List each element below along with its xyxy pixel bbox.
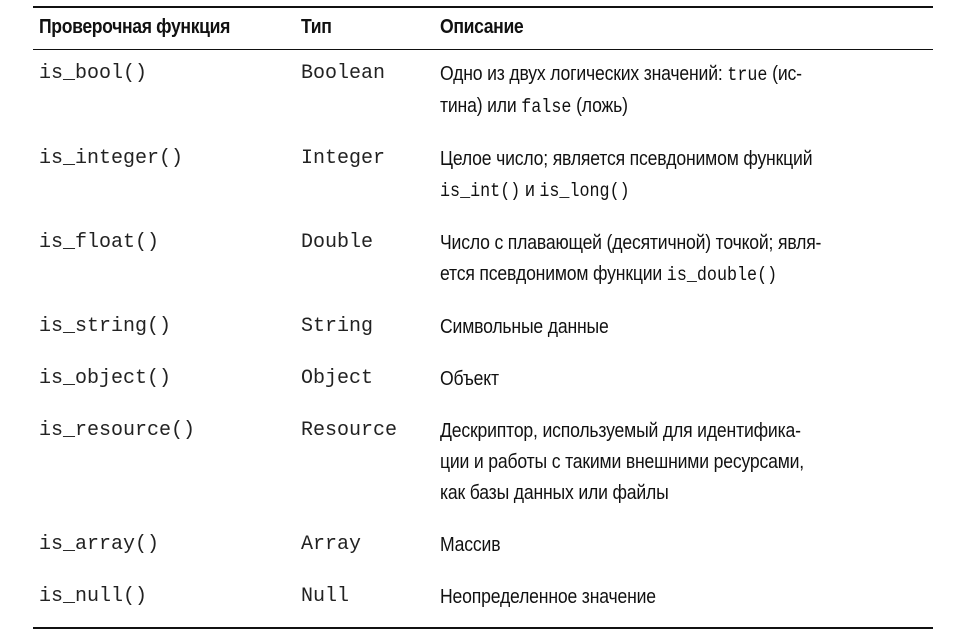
description-cell: Дескриптор, используемый для идентифика-…	[434, 407, 933, 521]
table-row: is_string() String Символьные данные	[33, 303, 933, 355]
code-is-long: is_long()	[539, 180, 630, 202]
description-text: Дескриптор, используемый для идентифика-…	[440, 416, 929, 509]
table-body: is_bool() Boolean Одно из двух логически…	[33, 50, 933, 628]
function-cell: is_resource()	[39, 419, 196, 442]
header-row: Проверочная функция Тип Описание	[33, 7, 933, 50]
code-true: true	[727, 64, 768, 86]
code-is-int: is_int()	[440, 180, 521, 202]
description-text: Число с плавающей (десятичной) точкой; я…	[440, 228, 929, 291]
code-false: false	[521, 96, 572, 118]
desc-line: ции и работы с такими внешними ресурсами…	[440, 451, 805, 473]
header-description-label: Описание	[440, 16, 524, 38]
description-cell: Символьные данные	[434, 303, 933, 355]
desc-text: Число с плавающей (десятичной) точкой; я…	[440, 232, 822, 254]
description-text: Объект	[440, 368, 499, 390]
type-cell: Resource	[301, 419, 398, 442]
function-cell: is_object()	[39, 367, 172, 390]
type-cell: Integer	[301, 147, 386, 170]
function-cell: is_null()	[39, 585, 148, 608]
description-text: Одно из двух логических значений: true (…	[440, 59, 929, 123]
desc-text: (ложь)	[571, 95, 628, 117]
header-type-label: Тип	[301, 16, 332, 38]
desc-text: (ис-	[767, 63, 802, 85]
description-cell: Неопределенное значение	[434, 573, 933, 628]
table-header: Проверочная функция Тип Описание	[33, 7, 933, 50]
function-cell: is_bool()	[39, 62, 148, 85]
description-cell: Массив	[434, 521, 933, 573]
function-cell: is_string()	[39, 315, 172, 338]
description-cell: Объект	[434, 355, 933, 407]
description-cell: Число с плавающей (десятичной) точкой; я…	[434, 219, 933, 303]
type-check-functions-table-container: Проверочная функция Тип Описание is_bool…	[33, 6, 933, 629]
header-description: Описание	[434, 7, 933, 50]
header-function: Проверочная функция	[33, 7, 295, 50]
table-row: is_bool() Boolean Одно из двух логически…	[33, 50, 933, 136]
table-row: is_object() Object Объект	[33, 355, 933, 407]
table-row: is_resource() Resource Дескриптор, испол…	[33, 407, 933, 521]
type-cell: Double	[301, 231, 374, 254]
function-cell: is_array()	[39, 533, 160, 556]
description-text: Целое число; является псевдонимом функци…	[440, 144, 929, 207]
description-cell: Целое число; является псевдонимом функци…	[434, 135, 933, 219]
table-row: is_array() Array Массив	[33, 521, 933, 573]
desc-line: Дескриптор, используемый для идентифика-	[440, 420, 801, 442]
description-text: Символьные данные	[440, 316, 609, 338]
table-row: is_null() Null Неопределенное значение	[33, 573, 933, 628]
header-function-label: Проверочная функция	[39, 16, 231, 38]
description-text: Массив	[440, 534, 501, 556]
type-cell: Array	[301, 533, 362, 556]
function-cell: is_float()	[39, 231, 160, 254]
function-cell: is_integer()	[39, 147, 184, 170]
code-is-double: is_double()	[666, 264, 778, 286]
type-cell: Null	[301, 585, 350, 608]
description-cell: Одно из двух логических значений: true (…	[434, 50, 933, 136]
desc-text: Целое число; является псевдонимом функци…	[440, 148, 813, 170]
table-row: is_float() Double Число с плавающей (дес…	[33, 219, 933, 303]
description-text: Неопределенное значение	[440, 586, 656, 608]
header-type: Тип	[295, 7, 434, 50]
desc-text: Одно из двух логических значений:	[440, 63, 728, 85]
type-cell: Object	[301, 367, 374, 390]
desc-line: как базы данных или файлы	[440, 482, 669, 504]
desc-text: и	[520, 179, 540, 201]
desc-text: ется псевдонимом функции	[440, 263, 667, 285]
type-check-functions-table: Проверочная функция Тип Описание is_bool…	[33, 6, 933, 629]
desc-text: тина) или	[440, 95, 522, 117]
type-cell: String	[301, 315, 374, 338]
table-row: is_integer() Integer Целое число; являет…	[33, 135, 933, 219]
type-cell: Boolean	[301, 62, 386, 85]
